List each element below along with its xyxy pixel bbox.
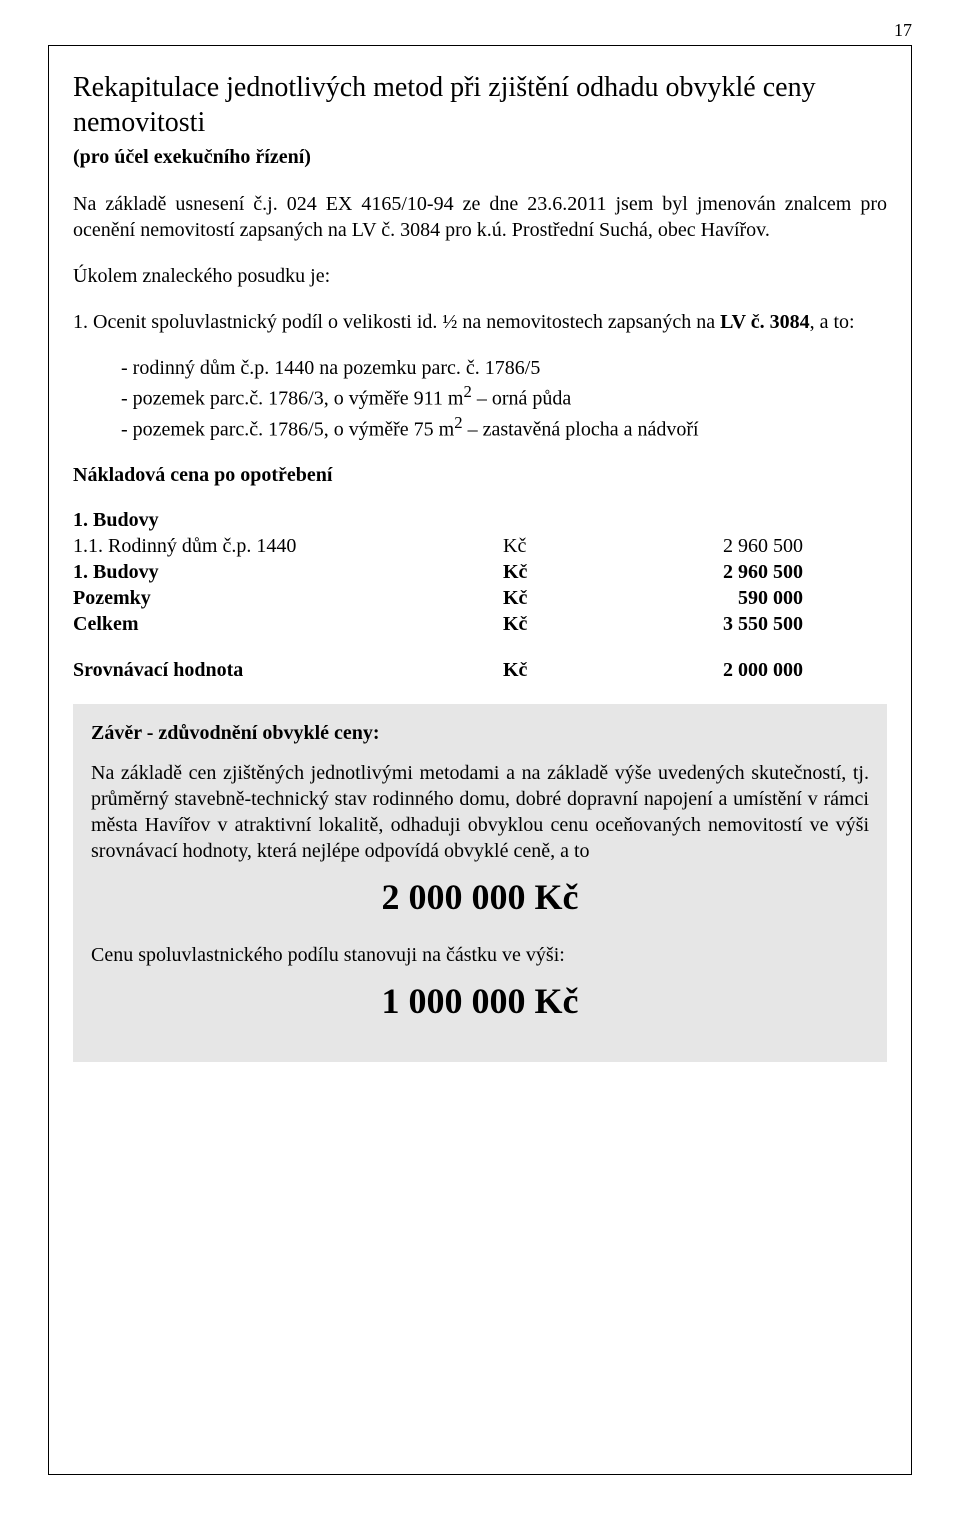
page-number: 17 xyxy=(48,20,912,41)
doc-title: Rekapitulace jednotlivých metod při zjiš… xyxy=(73,70,887,140)
conclusion-heading: Závěr - zdůvodnění obvyklé ceny: xyxy=(91,720,869,746)
conclusion-block: Závěr - zdůvodnění obvyklé ceny: Na zákl… xyxy=(73,704,887,1062)
conclusion-paragraph: Na základě cen zjištěných jednotlivými m… xyxy=(91,760,869,864)
task-body-pre: 1. Ocenit spoluvlastnický podíl o veliko… xyxy=(73,311,720,333)
intro-paragraph: Na základě usnesení č.j. 024 EX 4165/10-… xyxy=(73,191,887,243)
totals-h1: 1. Budovy xyxy=(73,507,503,533)
exponent: 2 xyxy=(454,413,462,432)
row-val: 590 000 xyxy=(603,585,803,611)
compare-val: 2 000 000 xyxy=(603,659,803,682)
list-item: - pozemek parc.č. 1786/3, o výměře 911 m… xyxy=(121,381,887,412)
totals-row: 1. Budovy Kč 2 960 500 xyxy=(73,559,887,585)
totals-header: 1. Budovy xyxy=(73,507,887,533)
blank-space xyxy=(73,1062,887,1322)
blank xyxy=(603,507,803,533)
task-body: 1. Ocenit spoluvlastnický podíl o veliko… xyxy=(73,309,887,335)
totals-block: 1. Budovy 1.1. Rodinný dům č.p. 1440 Kč … xyxy=(73,507,887,637)
row-label: 1. Budovy xyxy=(73,559,503,585)
share-line: Cenu spoluvlastnického podílu stanovuji … xyxy=(91,942,869,968)
list-item: - rodinný dům č.p. 1440 na pozemku parc.… xyxy=(121,355,887,381)
row-val: 2 960 500 xyxy=(603,533,803,559)
compare-label: Srovnávací hodnota xyxy=(73,659,503,682)
totals-row: 1.1. Rodinný dům č.p. 1440 Kč 2 960 500 xyxy=(73,533,887,559)
amount-share: 1 000 000 Kč xyxy=(91,980,869,1022)
doc-subtitle: (pro účel exekučního řízení) xyxy=(73,146,887,169)
task-lead: Úkolem znaleckého posudku je: xyxy=(73,263,887,289)
row-val: 2 960 500 xyxy=(603,559,803,585)
property-list: - rodinný dům č.p. 1440 na pozemku parc.… xyxy=(73,355,887,442)
row-kc: Kč xyxy=(503,585,603,611)
row-kc: Kč xyxy=(503,533,603,559)
task-body-post: , a to: xyxy=(810,311,855,333)
cost-heading: Nákladová cena po opotřebení xyxy=(73,464,887,487)
row-label: Celkem xyxy=(73,611,503,637)
blank xyxy=(503,507,603,533)
list-item-tail: – orná půda xyxy=(472,388,571,410)
totals-row: Celkem Kč 3 550 500 xyxy=(73,611,887,637)
row-label: 1.1. Rodinný dům č.p. 1440 xyxy=(73,533,503,559)
row-label: Pozemky xyxy=(73,585,503,611)
row-kc: Kč xyxy=(503,611,603,637)
compare-value-row: Srovnávací hodnota Kč 2 000 000 xyxy=(73,659,887,682)
row-kc: Kč xyxy=(503,559,603,585)
list-item-text: - pozemek parc.č. 1786/3, o výměře 911 m xyxy=(121,388,463,410)
amount-total: 2 000 000 Kč xyxy=(91,876,869,918)
exponent: 2 xyxy=(463,382,471,401)
list-item-tail: – zastavěná plocha a nádvoří xyxy=(463,418,699,440)
content-frame: Rekapitulace jednotlivých metod při zjiš… xyxy=(48,45,912,1475)
compare-kc: Kč xyxy=(503,659,603,682)
list-item: - pozemek parc.č. 1786/5, o výměře 75 m2… xyxy=(121,412,887,443)
page: 17 Rekapitulace jednotlivých metod při z… xyxy=(0,0,960,1534)
task-body-lv: LV č. 3084 xyxy=(720,311,809,333)
list-item-text: - pozemek parc.č. 1786/5, o výměře 75 m xyxy=(121,418,454,440)
row-val: 3 550 500 xyxy=(603,611,803,637)
totals-row: Pozemky Kč 590 000 xyxy=(73,585,887,611)
